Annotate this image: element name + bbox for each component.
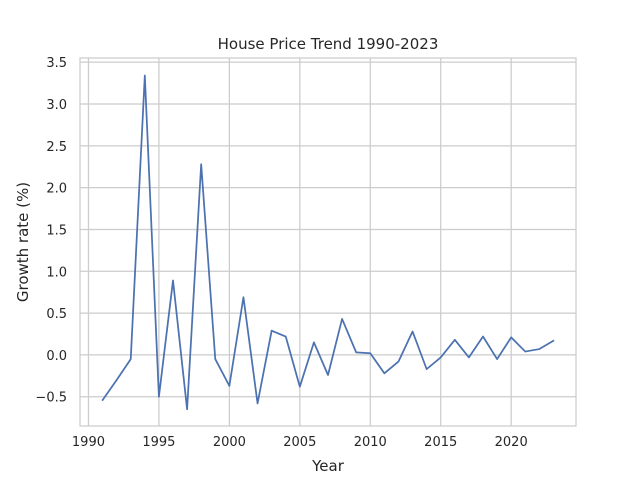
data-point xyxy=(157,395,161,399)
data-point xyxy=(453,338,457,342)
x-tick-label: 2010 xyxy=(354,435,387,450)
y-tick-label: 0.0 xyxy=(46,349,67,364)
y-tick-label: 3.5 xyxy=(46,56,67,71)
data-point xyxy=(185,407,189,411)
y-tick-label: 2.0 xyxy=(46,182,67,197)
x-axis-title: Year xyxy=(311,457,345,475)
y-tick-labels: −0.5 0.0 0.5 1.0 1.5 2.0 2.5 3.0 3.5 xyxy=(35,56,67,406)
series-line xyxy=(101,74,555,411)
data-point xyxy=(143,74,147,78)
grid-lines xyxy=(80,58,576,426)
data-point xyxy=(326,373,330,377)
y-tick-label: 0.5 xyxy=(46,307,67,322)
data-point xyxy=(199,162,203,166)
x-tick-label: 2020 xyxy=(495,435,528,450)
x-tick-label: 1995 xyxy=(142,435,175,450)
data-point xyxy=(171,278,175,282)
data-point xyxy=(241,295,245,299)
y-axis-title: Growth rate (%) xyxy=(14,182,32,302)
x-tick-label: 2000 xyxy=(213,435,246,450)
x-tick-label: 2015 xyxy=(424,435,457,450)
data-point xyxy=(256,401,260,405)
data-point xyxy=(537,347,541,351)
data-point xyxy=(439,355,443,359)
data-point xyxy=(284,335,288,339)
data-point xyxy=(270,329,274,333)
y-tick-label: 1.0 xyxy=(46,265,67,280)
x-tick-label: 2005 xyxy=(283,435,316,450)
data-point xyxy=(467,355,471,359)
y-tick-label: 1.5 xyxy=(46,223,67,238)
y-tick-label: 3.0 xyxy=(46,98,67,113)
data-point xyxy=(368,351,372,355)
data-point xyxy=(354,350,358,354)
data-point xyxy=(523,350,527,354)
data-point xyxy=(101,398,105,402)
y-tick-label: −0.5 xyxy=(35,391,67,406)
chart-title: House Price Trend 1990-2023 xyxy=(218,35,439,53)
data-point xyxy=(298,385,302,389)
data-point xyxy=(495,357,499,361)
plot-frame xyxy=(79,57,577,427)
data-point xyxy=(227,384,231,388)
data-point xyxy=(312,340,316,344)
data-point xyxy=(382,371,386,375)
data-point xyxy=(509,335,513,339)
data-point xyxy=(425,367,429,371)
data-point xyxy=(213,357,217,361)
data-point xyxy=(551,339,555,343)
y-tick-label: 2.5 xyxy=(46,140,67,155)
data-point xyxy=(396,360,400,364)
data-point xyxy=(115,378,119,382)
x-tick-labels: 1990 1995 2000 2005 2010 2015 2020 xyxy=(72,435,528,450)
series-layer xyxy=(101,74,555,411)
data-point xyxy=(481,335,485,339)
x-tick-label: 1990 xyxy=(72,435,105,450)
data-point xyxy=(129,357,133,361)
plot-area xyxy=(80,58,576,426)
data-point xyxy=(411,329,415,333)
data-point xyxy=(340,317,344,321)
